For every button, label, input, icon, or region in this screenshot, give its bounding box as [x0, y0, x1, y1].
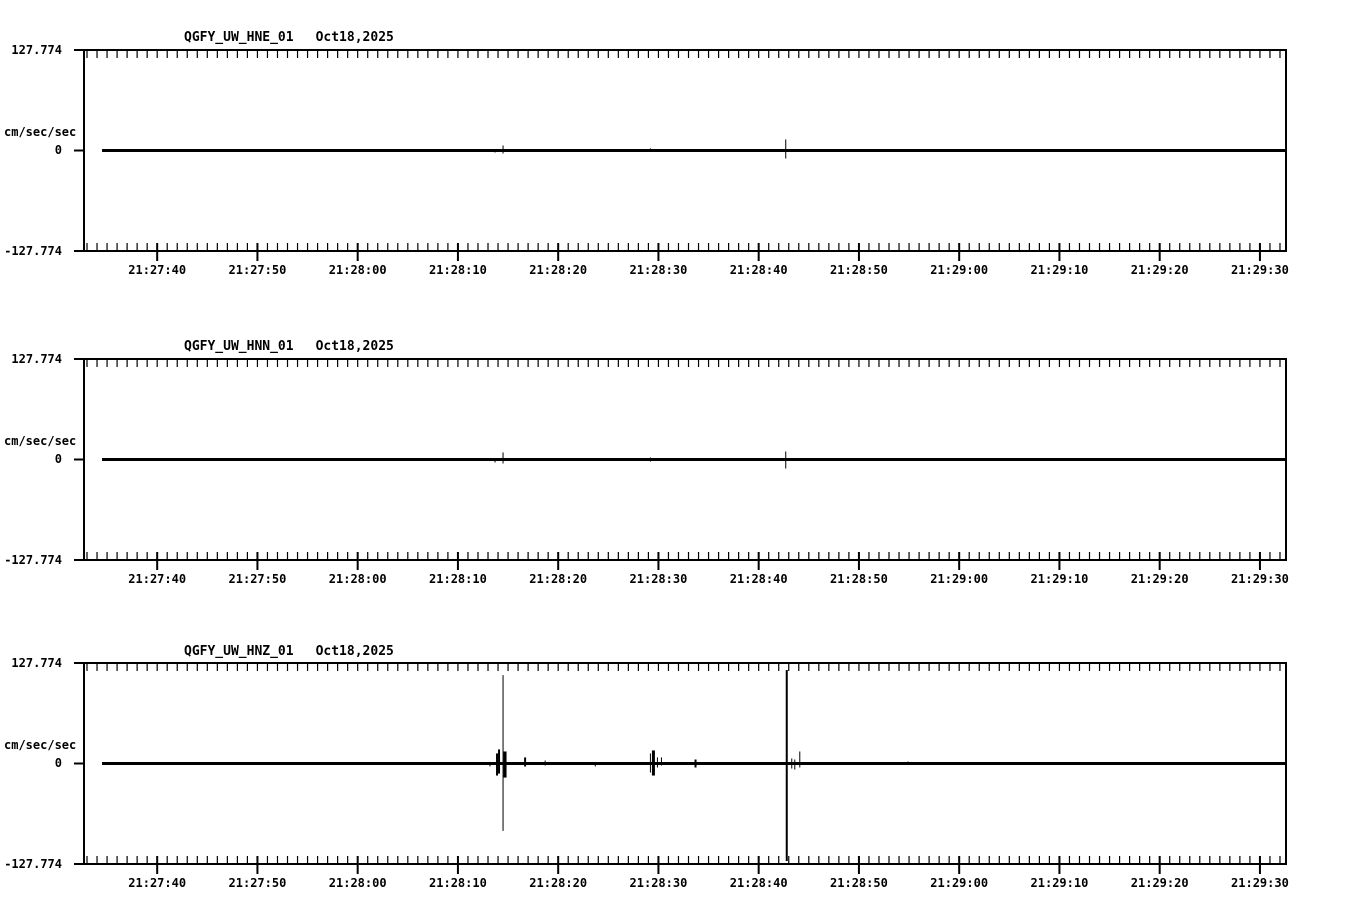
x-tick-label: 21:29:20 — [1130, 263, 1189, 277]
y-tick-label-max: 127.774 — [11, 43, 62, 57]
plot-border — [83, 358, 1287, 561]
station-channel-label: QGFY_UW_HNZ_01 — [184, 644, 294, 659]
seismogram-panel-hnz — [74, 662, 1287, 874]
x-tick-label: 21:27:50 — [228, 572, 287, 586]
x-tick-label: 21:28:40 — [729, 876, 788, 890]
x-tick-label: 21:27:50 — [228, 876, 287, 890]
seismogram-panel-hnn — [74, 358, 1287, 570]
x-tick-label: 21:27:40 — [128, 876, 187, 890]
y-axis-unit-label: cm/sec/sec — [4, 125, 77, 139]
y-axis-unit-label: cm/sec/sec — [4, 434, 77, 448]
x-tick-label: 21:28:20 — [529, 263, 588, 277]
x-tick-label: 21:28:30 — [629, 263, 688, 277]
x-tick-label: 21:28:50 — [830, 876, 888, 890]
x-tick-label: 21:29:00 — [930, 572, 989, 586]
x-tick-label: 21:27:40 — [128, 572, 187, 586]
x-tick-label: 21:29:30 — [1231, 572, 1289, 586]
x-tick-label: 21:28:50 — [830, 263, 888, 277]
x-tick-label: 21:28:30 — [629, 876, 688, 890]
x-tick-label: 21:29:30 — [1231, 876, 1289, 890]
y-axis-unit-label: cm/sec/sec — [4, 738, 77, 752]
date-label: Oct18,2025 — [315, 30, 394, 45]
x-tick-label: 21:29:10 — [1030, 876, 1089, 890]
x-tick-label: 21:28:40 — [729, 572, 788, 586]
seismogram-panel-hne — [74, 49, 1287, 261]
x-tick-label: 21:27:40 — [128, 263, 187, 277]
x-tick-label: 21:28:00 — [328, 572, 387, 586]
x-tick-label: 21:29:10 — [1030, 572, 1089, 586]
panel-title-hne: QGFY_UW_HNE_01 Oct18,2025 — [184, 31, 394, 44]
x-tick-label: 21:29:20 — [1130, 876, 1189, 890]
x-tick-label: 21:28:00 — [328, 876, 387, 890]
plot-border — [83, 49, 1287, 252]
station-channel-label: QGFY_UW_HNE_01 — [184, 30, 294, 45]
y-tick-label-max: 127.774 — [11, 656, 62, 670]
y-tick-label-max: 127.774 — [11, 352, 62, 366]
x-tick-label: 21:29:00 — [930, 263, 989, 277]
x-tick-label: 21:28:50 — [830, 572, 888, 586]
y-tick-label-zero: 0 — [54, 143, 62, 157]
x-tick-label: 21:28:20 — [529, 572, 588, 586]
x-tick-label: 21:28:10 — [429, 572, 487, 586]
y-tick-label-min: -127.774 — [4, 244, 62, 258]
x-tick-label: 21:29:10 — [1030, 263, 1089, 277]
x-tick-label: 21:28:10 — [429, 263, 487, 277]
x-tick-label: 21:29:30 — [1231, 263, 1289, 277]
x-tick-label: 21:29:20 — [1130, 572, 1189, 586]
x-tick-label: 21:28:20 — [529, 876, 588, 890]
x-tick-label: 21:28:40 — [729, 263, 788, 277]
x-tick-label: 21:28:00 — [328, 263, 387, 277]
y-tick-label-min: -127.774 — [4, 857, 62, 871]
y-tick-label-min: -127.774 — [4, 553, 62, 567]
y-tick-label-zero: 0 — [54, 756, 62, 770]
panel-title-hnn: QGFY_UW_HNN_01 Oct18,2025 — [184, 340, 394, 353]
date-label: Oct18,2025 — [315, 339, 394, 354]
station-channel-label: QGFY_UW_HNN_01 — [184, 339, 294, 354]
x-tick-label: 21:28:30 — [629, 572, 688, 586]
panel-title-hnz: QGFY_UW_HNZ_01 Oct18,2025 — [184, 645, 394, 658]
x-tick-label: 21:27:50 — [228, 263, 287, 277]
plot-border — [83, 662, 1287, 865]
x-tick-label: 21:28:10 — [429, 876, 487, 890]
x-tick-label: 21:29:00 — [930, 876, 989, 890]
date-label: Oct18,2025 — [315, 644, 394, 659]
y-tick-label-zero: 0 — [54, 452, 62, 466]
